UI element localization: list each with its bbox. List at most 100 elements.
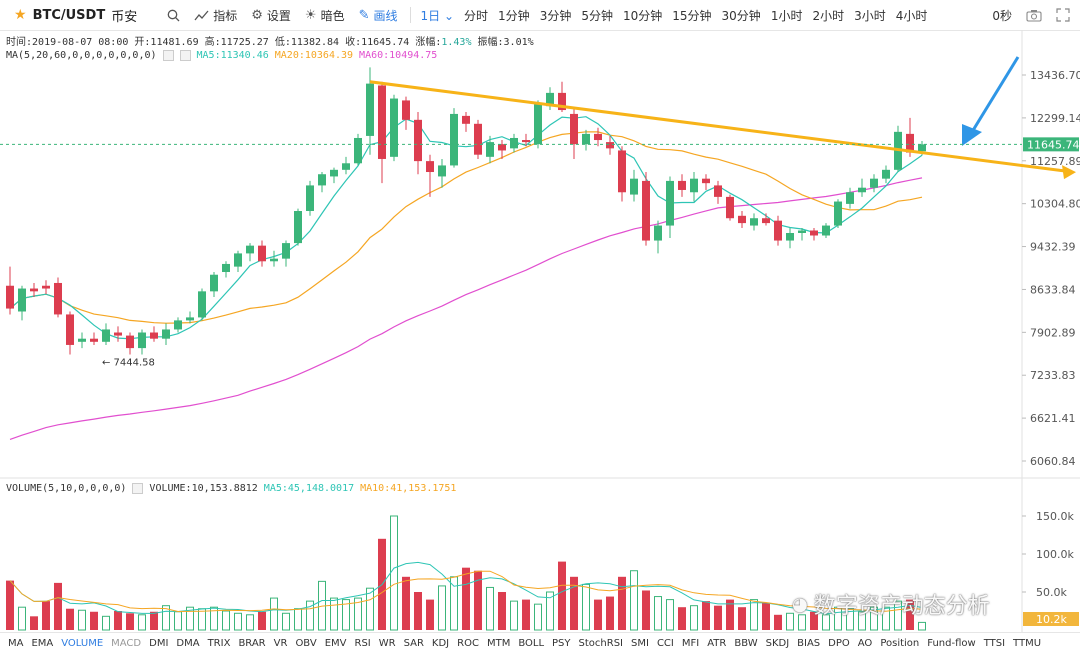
ma-settings-icon[interactable]	[162, 50, 174, 61]
price-axis: 13436.70 12299.14 11257.89 10304.80 9432.39 8…	[0, 69, 1080, 626]
volume-bar	[654, 596, 662, 631]
draw-button[interactable]: ✎ 画线	[359, 7, 398, 24]
indicator-tab-roc[interactable]: ROC	[457, 637, 479, 649]
interval-option[interactable]: 5分钟	[581, 8, 613, 23]
interval-option[interactable]: 1分钟	[498, 8, 530, 23]
ma-title[interactable]: MA(5,20,60,0,0,0,0,0,0,0)	[6, 50, 157, 61]
volume-bar	[726, 599, 734, 630]
indicator-tab-wr[interactable]: WR	[378, 637, 396, 649]
indicator-tab-bias[interactable]: BIAS	[797, 637, 821, 649]
price-tick-label: 11257.89	[1030, 155, 1080, 168]
indicator-tab-ao[interactable]: AO	[857, 637, 873, 649]
star-icon[interactable]: ★	[14, 7, 27, 23]
indicator-tab-stochrsi[interactable]: StochRSI	[578, 637, 623, 649]
volume-bar	[198, 608, 206, 631]
indicator-tab-ma[interactable]: MA	[8, 637, 24, 649]
indicator-tab-mtm[interactable]: MTM	[486, 637, 511, 649]
interval-option[interactable]: 4小时	[895, 8, 928, 23]
interval-option[interactable]: 30分钟	[721, 8, 761, 23]
volume-bar	[102, 615, 110, 631]
indicator-tab-position[interactable]: Position	[880, 637, 920, 649]
candle-body	[18, 288, 26, 312]
price-tick-label: 6060.84	[1030, 455, 1076, 468]
settings-label: 设置	[266, 8, 291, 23]
indicator-tab-cci[interactable]: CCI	[656, 637, 674, 649]
volume-bars	[6, 515, 926, 631]
blue-arrow-shaft	[970, 56, 1020, 133]
candle-body	[558, 92, 566, 111]
volume-bar	[414, 592, 422, 630]
candle-body	[522, 140, 530, 143]
interval-option[interactable]: 3分钟	[539, 8, 572, 23]
time-label: 时间:	[6, 37, 33, 48]
indicator-tab-smi[interactable]: SMI	[631, 637, 649, 649]
volume-bar	[582, 583, 590, 631]
volume-bar	[738, 607, 746, 630]
interval-option[interactable]: 1小时	[770, 8, 803, 23]
volume-bar	[918, 621, 926, 631]
indicator-tab-fund-flow[interactable]: Fund-flow	[927, 637, 976, 649]
symbol-selector[interactable]: ★ BTC/USDT 币安	[14, 6, 137, 25]
interval-option[interactable]: 15分钟	[672, 8, 712, 23]
indicator-tab-obv[interactable]: OBV	[295, 637, 317, 649]
indicator-tab-mfi[interactable]: MFI	[681, 637, 700, 649]
interval-option[interactable]: 10分钟	[622, 8, 663, 23]
volume-title[interactable]: VOLUME(5,10,0,0,0,0)	[6, 483, 127, 494]
indicators-button[interactable]: 指标	[194, 7, 237, 24]
search-button[interactable]	[167, 9, 180, 22]
candle-body	[846, 192, 854, 204]
settings-button[interactable]: ⚙ 设置	[251, 7, 291, 24]
indicator-tab-volume[interactable]: VOLUME	[61, 637, 104, 649]
candle-body	[318, 174, 326, 186]
indicator-tab-rsi[interactable]: RSI	[354, 637, 371, 649]
indicator-tab-boll[interactable]: BOLL	[518, 637, 545, 649]
search-icon	[167, 9, 180, 21]
time-value: 2019-08-07 08:00	[32, 37, 129, 48]
volume-bar	[114, 611, 122, 630]
interval-option[interactable]: 3小时	[854, 8, 886, 23]
indicator-tab-skdj[interactable]: SKDJ	[765, 637, 790, 649]
indicator-tab-macd[interactable]: MACD	[111, 637, 142, 649]
indicator-tab-trix[interactable]: TRIX	[207, 637, 231, 649]
fullscreen-icon[interactable]	[1056, 8, 1070, 22]
indicator-tab-ema[interactable]: EMA	[31, 637, 54, 649]
candle-body	[102, 329, 110, 342]
ma-legend: MA(5,20,60,0,0,0,0,0,0,0) MA5:11340.46 M…	[6, 50, 437, 61]
candle-body	[750, 218, 758, 226]
candle-body	[726, 196, 734, 219]
candles-group	[6, 67, 926, 355]
indicator-tab-bbw[interactable]: BBW	[734, 637, 758, 649]
camera-icon[interactable]	[1026, 9, 1042, 22]
candle-body	[786, 232, 794, 241]
interval-option[interactable]: 2小时	[812, 8, 845, 23]
theme-button[interactable]: ☀ 暗色	[305, 7, 345, 24]
indicator-tab-psy[interactable]: PSY	[552, 637, 571, 649]
indicator-tab-ttsi[interactable]: TTSI	[983, 637, 1006, 649]
indicator-tab-dmi[interactable]: DMI	[149, 637, 169, 649]
candle-body	[882, 169, 890, 179]
indicator-tab-dpo[interactable]: DPO	[828, 637, 850, 649]
indicator-tab-vr[interactable]: VR	[273, 637, 288, 649]
indicator-tab-emv[interactable]: EMV	[324, 637, 347, 649]
indicator-tab-ttmu[interactable]: TTMU	[1013, 637, 1042, 649]
candle-body	[594, 133, 602, 141]
indicator-tab-sar[interactable]: SAR	[403, 637, 424, 649]
candle-body	[810, 230, 818, 236]
volume-bar	[402, 576, 410, 630]
volume-bar	[426, 599, 434, 630]
pencil-icon: ✎	[358, 7, 370, 23]
exchange-label: 币安	[111, 9, 138, 25]
indicator-tab-atr[interactable]: ATR	[707, 637, 727, 649]
indicator-tab-kdj[interactable]: KDJ	[431, 637, 450, 649]
volume-settings-icon[interactable]	[132, 483, 144, 494]
indicator-tab-brar[interactable]: BRAR	[238, 637, 266, 649]
volume-bar	[570, 576, 578, 630]
price-tick-label: 13436.70	[1030, 69, 1080, 82]
interval-selected[interactable]: 1日 ⌄	[420, 8, 455, 23]
interval-option[interactable]: 分时	[464, 8, 489, 23]
indicator-tab-dma[interactable]: DMA	[176, 637, 200, 649]
volume-bar	[138, 614, 146, 631]
ma-close-icon[interactable]	[179, 50, 191, 61]
draw-label: 画线	[373, 8, 398, 23]
